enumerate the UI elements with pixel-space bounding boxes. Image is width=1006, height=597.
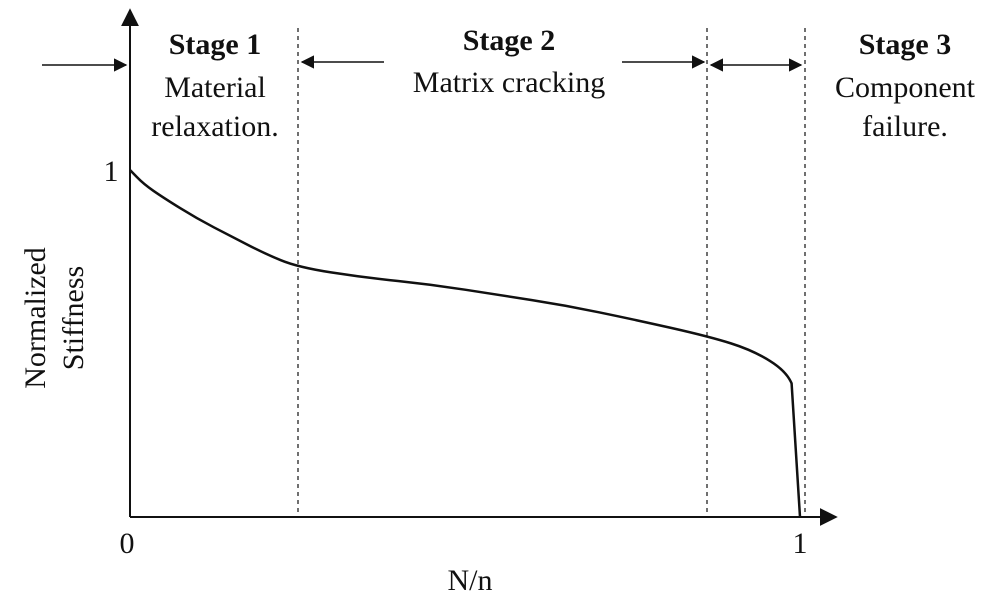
stiffness-curve bbox=[129, 169, 802, 518]
x-axis-label: N/n bbox=[448, 564, 493, 597]
stage3-title: Stage 3 bbox=[859, 28, 952, 61]
stage2-title: Stage 2 bbox=[463, 24, 556, 57]
stage3-line2: failure. bbox=[862, 110, 948, 143]
y-tick-label-1: 1 bbox=[104, 155, 119, 188]
stage2-line1: Matrix cracking bbox=[413, 66, 605, 99]
x-tick-label-0: 0 bbox=[120, 527, 135, 560]
stage1-title: Stage 1 bbox=[169, 28, 262, 61]
stage3-line1: Component bbox=[835, 71, 976, 104]
y-axis-label-line1: Normalized bbox=[19, 247, 52, 389]
stage1-line1: Material bbox=[164, 71, 266, 104]
stage1-line2: relaxation. bbox=[151, 110, 278, 143]
y-axis-label-line2: Stiffness bbox=[57, 266, 90, 370]
x-tick-label-1: 1 bbox=[793, 527, 808, 560]
